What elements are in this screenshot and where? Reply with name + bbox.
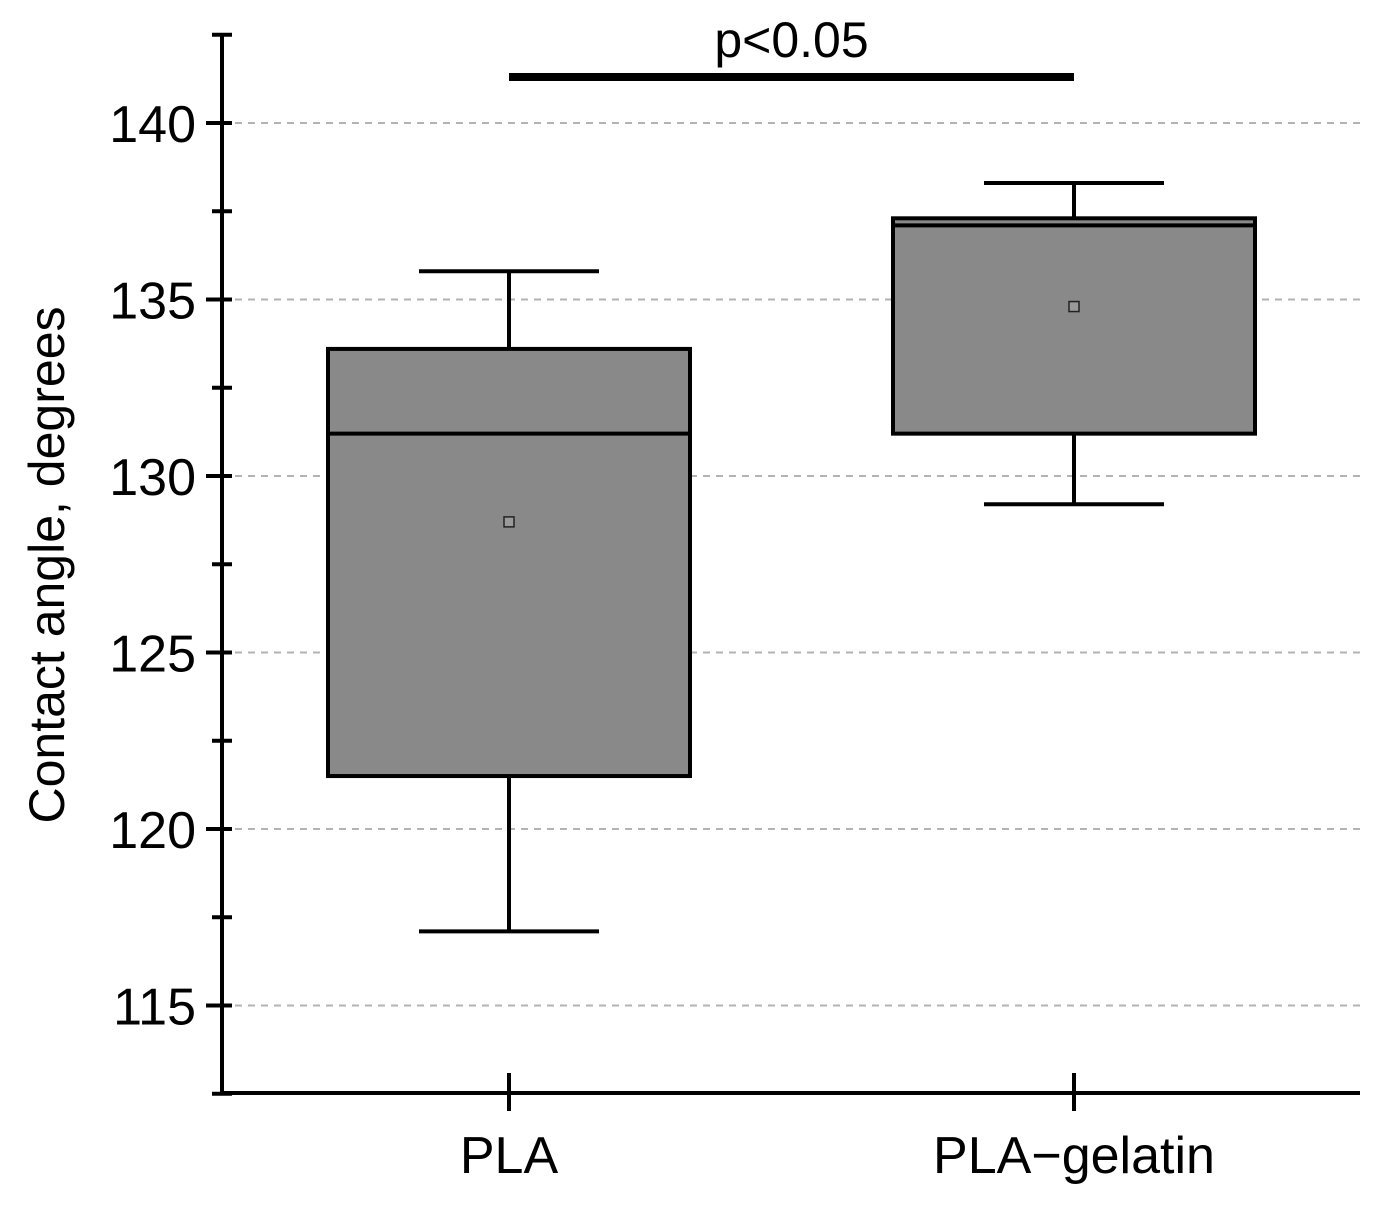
y-tick-label: 140 <box>109 96 196 154</box>
y-tick-label: 135 <box>109 273 196 331</box>
y-tick-label: 130 <box>109 449 196 507</box>
boxes <box>326 181 1257 934</box>
y-tick-label: 115 <box>113 979 196 1037</box>
box-iqr <box>891 216 1257 436</box>
x-tick-label: PLA <box>460 1127 559 1185</box>
mean-marker <box>503 516 515 528</box>
significance-label: p<0.05 <box>714 12 868 68</box>
y-tick-label: 120 <box>109 802 196 860</box>
y-axis-label: Contact angle, degrees <box>19 306 75 823</box>
box-iqr <box>326 346 692 779</box>
box-group-0 <box>326 269 692 934</box>
y-tick-label: 125 <box>109 626 196 684</box>
axes <box>206 32 1360 1111</box>
mean-marker <box>1068 300 1080 313</box>
labels: Contact angle, degrees 115 120 125 130 135 14… <box>19 12 1215 1185</box>
x-tick-label: PLA−gelatin <box>933 1127 1215 1185</box>
box-group-1 <box>891 181 1257 507</box>
